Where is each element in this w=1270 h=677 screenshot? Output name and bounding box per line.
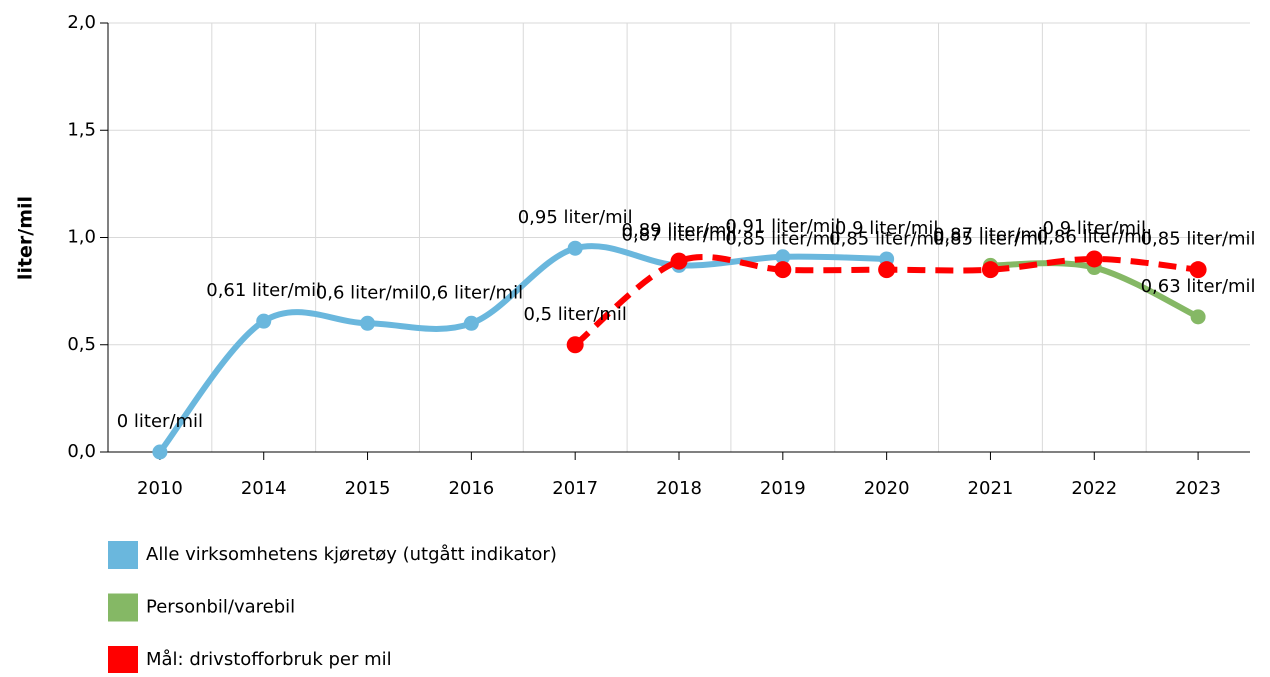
point (981, 261, 999, 279)
data-label: 0,87 liter/mil (933, 224, 1048, 245)
data-label: 0,85 liter/mil (1141, 229, 1256, 250)
data-label: 0,89 liter/mil (622, 220, 737, 241)
point (1189, 261, 1207, 279)
y-tick-label: 2,0 (67, 12, 96, 33)
x-tick-label: 2017 (552, 478, 598, 499)
data-label: 0,6 liter/mil (420, 282, 523, 303)
data-label: 0,85 liter/mil (933, 229, 1048, 250)
x-tick-label: 2019 (760, 478, 806, 499)
x-tick-label: 2018 (656, 478, 702, 499)
data-label: 0,91 liter/mil (725, 216, 840, 237)
point (567, 240, 583, 256)
data-label: 0,87 liter/mil (622, 224, 737, 245)
legend-label: Alle virksomhetens kjøretøy (utgått indi… (146, 544, 557, 565)
data-label: 0 liter/mil (117, 411, 203, 432)
legend-label: Mål: drivstofforbruk per mil (146, 649, 392, 670)
point (463, 315, 479, 331)
point (878, 261, 896, 279)
data-label: 0,9 liter/mil (835, 218, 938, 239)
y-tick-label: 1,0 (67, 227, 96, 248)
legend-swatch (108, 593, 138, 622)
data-label: 0,86 liter/mil (1037, 227, 1152, 248)
data-label: 0,6 liter/mil (316, 282, 419, 303)
point (152, 444, 168, 460)
x-tick-label: 2022 (1071, 478, 1117, 499)
point (774, 261, 792, 279)
data-label: 0,61 liter/mil (206, 280, 321, 301)
legend-swatch (108, 541, 138, 569)
x-tick-label: 2021 (968, 478, 1014, 499)
point (1085, 250, 1103, 268)
x-tick-label: 2016 (448, 478, 494, 499)
x-tick-label: 2015 (345, 478, 391, 499)
point (775, 249, 791, 265)
x-tick-label: 2014 (241, 478, 287, 499)
legend-label: Personbil/varebil (146, 597, 295, 618)
data-label: 0,95 liter/mil (518, 207, 633, 228)
point (256, 313, 272, 329)
point (670, 252, 688, 270)
y-tick-label: 1,5 (67, 119, 96, 140)
data-label: 0,9 liter/mil (1043, 218, 1146, 239)
x-tick-label: 2010 (137, 478, 183, 499)
y-tick-label: 0,5 (67, 334, 96, 355)
point (566, 336, 584, 354)
x-tick-label: 2020 (864, 478, 910, 499)
y-axis-title: liter/mil (15, 196, 37, 280)
data-label: 0,85 liter/mil (725, 229, 840, 250)
y-tick-label: 0,0 (67, 441, 96, 462)
x-tick-label: 2023 (1175, 478, 1221, 499)
data-label: 0,5 liter/mil (523, 304, 626, 325)
data-label: 0,85 liter/mil (829, 229, 944, 250)
data-label: 0,63 liter/mil (1141, 276, 1256, 297)
legend-swatch (108, 646, 138, 674)
point (360, 315, 376, 331)
point (1190, 309, 1206, 325)
